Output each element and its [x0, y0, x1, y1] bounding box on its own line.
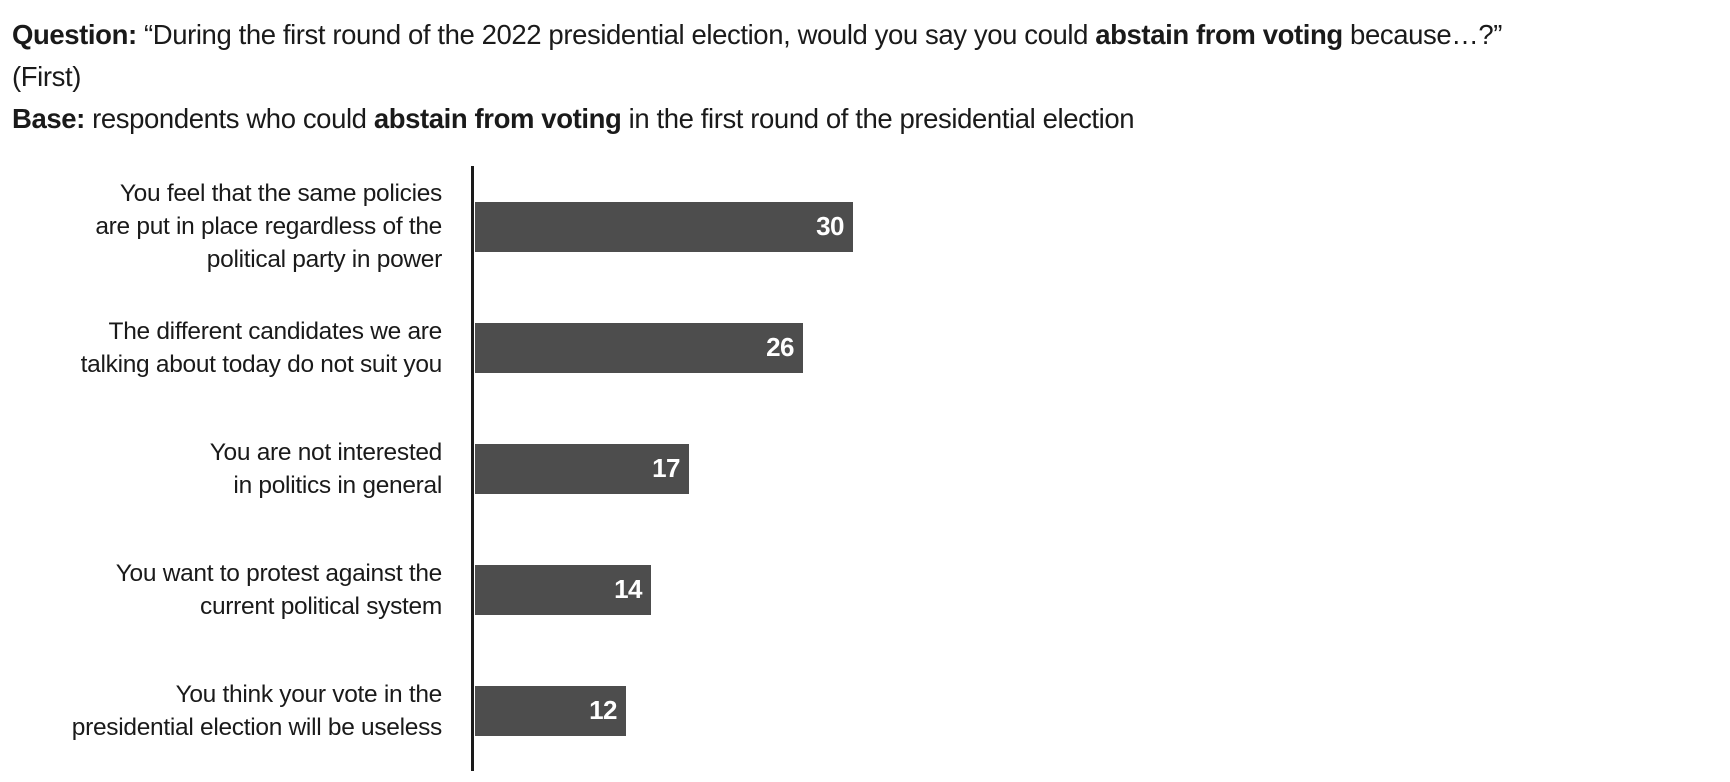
- bar-value-label: 17: [652, 453, 680, 483]
- bar: 12: [475, 685, 626, 736]
- category-label: You think your vote in the presidential e…: [12, 650, 472, 771]
- category-label-line: are put in place regardless of the: [95, 213, 442, 240]
- bold-text-segment: Question:: [12, 19, 137, 50]
- bar-chart: You feel that the same policies are put i…: [12, 166, 1710, 771]
- category-label: You feel that the same policies are put i…: [12, 166, 472, 287]
- bar: 26: [475, 322, 803, 373]
- question-first-note: (First): [12, 61, 81, 92]
- bar-value-label: 12: [589, 695, 617, 725]
- plot-area: 26: [472, 287, 1710, 408]
- question-text: Question: “During the first round of the…: [12, 14, 1710, 56]
- bar: 30: [475, 201, 853, 252]
- plot-area: 14: [472, 529, 1710, 650]
- base-text: Base: respondents who could abstain from…: [12, 98, 1710, 140]
- bold-text-segment: abstain from voting: [373, 103, 622, 134]
- plot-area: 12: [472, 650, 1710, 771]
- plot-area: 17: [472, 408, 1710, 529]
- category-label-line: You are not interested: [209, 438, 443, 466]
- category-label-line: current political system: [200, 592, 442, 620]
- category-label: You are not interested in politics in gen…: [12, 408, 472, 529]
- category-label-line: The different candidates we are: [108, 317, 443, 345]
- text-segment: “During the first round of the 2022 pres…: [136, 19, 1096, 50]
- text-segment: in the first round of the presidential e…: [621, 103, 1135, 134]
- chart-row: You feel that the same policies are put i…: [12, 166, 1710, 287]
- chart-rows: You feel that the same policies are put i…: [12, 166, 1710, 771]
- text-segment: because…?”: [1342, 19, 1502, 50]
- chart-header: Question: “During the first round of the…: [12, 14, 1710, 140]
- category-label-line: You think your vote in the: [175, 680, 443, 708]
- y-axis-line: [471, 166, 474, 771]
- category-label-line: political party in power: [206, 246, 443, 273]
- plot-area: 30: [472, 166, 1710, 287]
- category-label-line: talking about today do not suit you: [80, 350, 443, 378]
- category-label: You want to protest against the current p…: [12, 529, 472, 650]
- bar: 14: [475, 564, 651, 615]
- bold-text-segment: abstain from voting: [1095, 19, 1343, 50]
- text-segment: respondents who could: [84, 103, 374, 134]
- bar-value-label: 26: [766, 332, 794, 362]
- category-label-line: You want to protest against the: [115, 559, 443, 587]
- category-label-line: You feel that the same policies: [119, 180, 442, 207]
- chart-row: You want to protest against the current p…: [12, 529, 1710, 650]
- category-label: The different candidates we are talking a…: [12, 287, 472, 408]
- chart-row: You think your vote in the presidential e…: [12, 650, 1710, 771]
- chart-row: The different candidates we are talking a…: [12, 287, 1710, 408]
- bar: 17: [475, 443, 689, 494]
- bold-text-segment: Base:: [12, 103, 85, 134]
- bar-value-label: 14: [614, 574, 642, 604]
- chart-row: You are not interested in politics in gen…: [12, 408, 1710, 529]
- bar-value-label: 30: [816, 211, 844, 241]
- category-label-line: in politics in general: [233, 471, 442, 499]
- category-label-line: presidential election will be useless: [71, 713, 443, 741]
